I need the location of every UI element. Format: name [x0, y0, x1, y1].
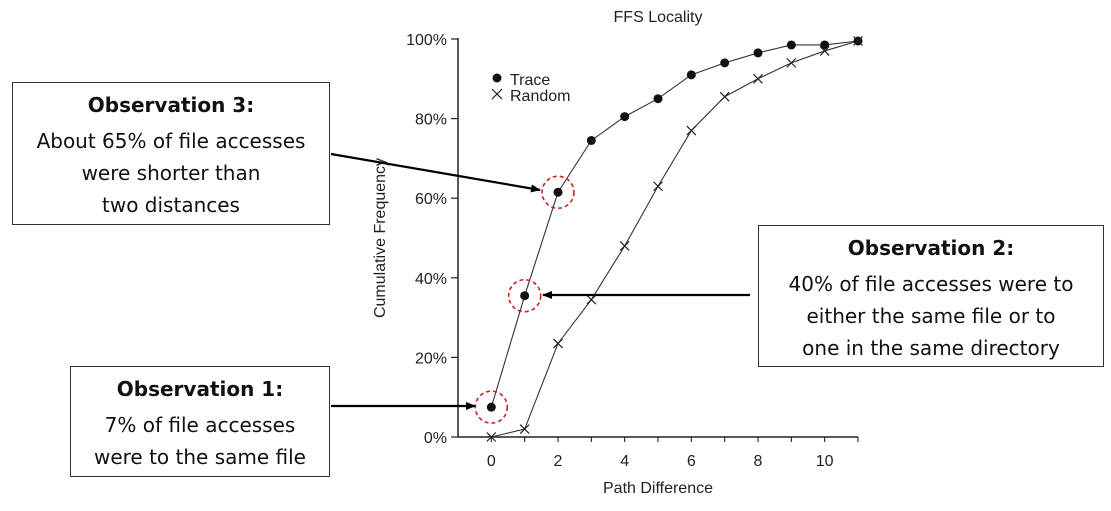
observation-3-line: were shorter than	[81, 161, 261, 185]
observation-2-box: Observation 2: 40% of file accesses were…	[758, 225, 1104, 367]
observation-3-line: About 65% of file accesses	[36, 129, 306, 153]
x-tick-label: 4	[620, 453, 629, 470]
random-point	[719, 91, 730, 102]
observation-1-line: were to the same file	[93, 445, 306, 469]
chart-title: FFS Locality	[614, 9, 703, 26]
x-tick-labels: 0 2 4 6 8 10	[487, 453, 834, 470]
observation-2-line: one in the same directory	[802, 336, 1060, 360]
trace-point	[653, 94, 663, 104]
y-tick-label: 40%	[415, 271, 447, 288]
observation-2-title: Observation 2:	[847, 236, 1015, 260]
observation-1-box: Observation 1: 7% of file accesses were …	[70, 366, 330, 477]
random-point	[519, 424, 530, 434]
y-axis-label: Cumulative Frequency	[372, 158, 389, 318]
trace-point	[620, 112, 630, 122]
random-point	[586, 294, 597, 305]
y-tick-label: 20%	[415, 350, 447, 367]
legend-random-marker	[491, 88, 503, 100]
y-tick-label: 80%	[415, 112, 447, 129]
trace-point	[586, 135, 596, 145]
trace-point	[686, 70, 696, 80]
series-line-random	[491, 40, 859, 438]
legend-trace-marker	[492, 73, 502, 83]
random-point	[653, 181, 663, 192]
random-point	[619, 241, 630, 251]
trace-point	[486, 402, 496, 412]
observation-1-line: 7% of file accesses	[104, 413, 296, 437]
y-tick-label: 100%	[406, 32, 447, 49]
random-point	[786, 57, 797, 68]
observation-2-line: 40% of file accesses were to	[788, 272, 1074, 296]
trace-point	[820, 40, 830, 50]
series-lines	[490, 40, 859, 438]
highlight-circle	[541, 175, 575, 210]
random-point	[753, 73, 763, 84]
x-tick-label: 10	[816, 453, 834, 470]
y-tick-labels: 0% 20% 40% 60% 80% 100%	[406, 32, 447, 447]
arrow-observation-3	[330, 152, 541, 193]
x-tick-label: 8	[754, 453, 763, 470]
annotation-arrows	[330, 152, 750, 410]
random-point	[819, 46, 830, 56]
x-axis-label: Path Difference	[603, 480, 713, 497]
y-tick-label: 0%	[424, 430, 447, 447]
highlight-circle	[507, 278, 542, 313]
legend: Trace Random	[491, 72, 570, 105]
chart-axes	[451, 38, 859, 442]
trace-point	[753, 48, 763, 58]
series-markers	[486, 36, 863, 442]
trace-point	[520, 291, 530, 301]
trace-point	[553, 187, 563, 197]
series-line-trace	[490, 40, 859, 408]
observation-1-title: Observation 1:	[116, 377, 284, 401]
observation-2-line: either the same file or to	[806, 304, 1056, 328]
y-tick-label: 60%	[415, 191, 447, 208]
x-tick-label: 6	[687, 453, 696, 470]
trace-point	[720, 58, 730, 68]
random-point	[686, 125, 697, 136]
legend-random-label: Random	[510, 88, 570, 105]
observation-3-title: Observation 3:	[87, 93, 255, 117]
trace-point	[786, 40, 796, 50]
observation-3-box: Observation 3: About 65% of file accesse…	[12, 82, 330, 225]
random-point	[853, 36, 863, 46]
observation-3-line: two distances	[102, 193, 240, 217]
random-point	[553, 338, 563, 349]
legend-trace-label: Trace	[510, 72, 550, 89]
random-point	[486, 432, 497, 442]
x-tick-label: 0	[487, 453, 496, 470]
x-tick-label: 2	[554, 453, 563, 470]
